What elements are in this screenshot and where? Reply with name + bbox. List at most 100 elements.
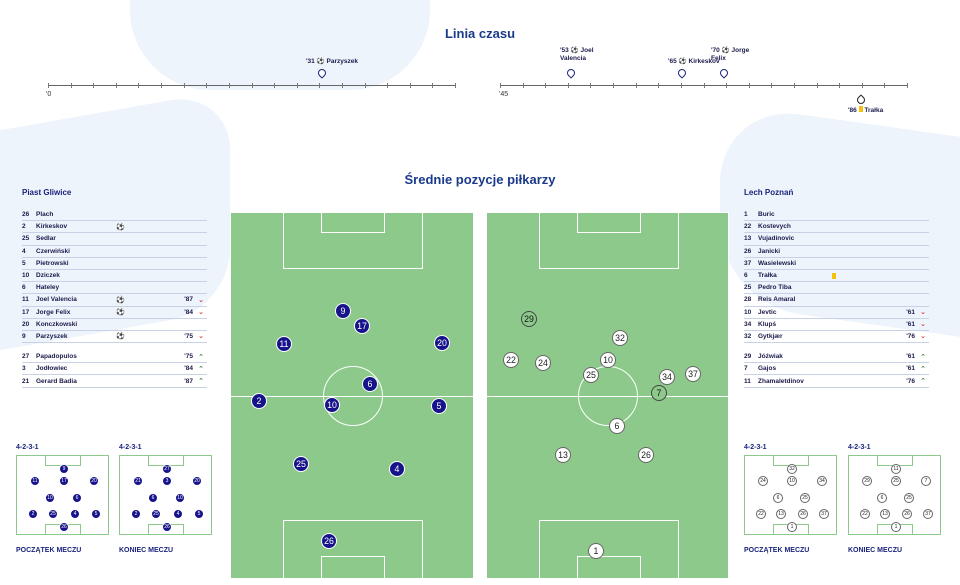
- timeline-tick: [522, 83, 524, 88]
- mini-player-marker: 10: [45, 493, 55, 503]
- player-number: 2: [22, 223, 26, 231]
- roster-row[interactable]: 22 Kostevych: [744, 221, 929, 234]
- roster-row[interactable]: 32 Gytkjær '76 ⌄: [744, 331, 929, 344]
- player-marker[interactable]: 10: [600, 352, 616, 368]
- player-number: 6: [744, 272, 748, 280]
- goal-marker-icon[interactable]: [676, 67, 688, 79]
- roster-row[interactable]: 9 Parzyszek ⚽ '75 ⌄: [22, 331, 207, 344]
- player-number: 11: [22, 296, 29, 304]
- mini-player-marker: 11: [30, 476, 40, 486]
- player-marker[interactable]: 1: [588, 543, 604, 559]
- player-name: Jorge Felix: [36, 308, 71, 316]
- mini-player-marker: 20: [89, 476, 99, 486]
- player-marker[interactable]: 13: [555, 447, 571, 463]
- player-marker[interactable]: 37: [685, 366, 701, 382]
- player-marker[interactable]: 5: [431, 398, 447, 414]
- player-marker[interactable]: 7: [651, 385, 667, 401]
- mini-player-marker: 1: [891, 522, 901, 532]
- goal-marker-icon[interactable]: [718, 67, 730, 79]
- player-marker[interactable]: 11: [276, 336, 292, 352]
- mini-player-marker: 5: [91, 509, 101, 519]
- player-name: Zhamaletdinov: [758, 377, 804, 385]
- roster-row[interactable]: 17 Jorge Felix ⚽ '84 ⌄: [22, 307, 207, 319]
- roster-row[interactable]: 25 Sedlar: [22, 233, 207, 246]
- roster-row[interactable]: 25 Pedro Tiba: [744, 282, 929, 295]
- roster-row[interactable]: 11 Joel Valencia ⚽ '87 ⌄: [22, 294, 207, 307]
- timeline-tick: [161, 83, 163, 88]
- goal-marker-icon[interactable]: [565, 67, 577, 79]
- roster-row[interactable]: 26 Plach: [22, 209, 207, 222]
- sub-minute: '76: [906, 377, 915, 385]
- mini-player-marker: 1: [787, 522, 797, 532]
- roster-row[interactable]: 27 Papadopulos '75 ⌃: [22, 351, 207, 364]
- player-marker[interactable]: 24: [535, 355, 551, 371]
- roster-row[interactable]: 5 Pietrowski: [22, 258, 207, 270]
- roster-row[interactable]: 11 Zhamaletdinov '76 ⌃: [744, 375, 929, 388]
- timeline-tick: [48, 83, 49, 88]
- away-end-label: KONIEC MECZU: [848, 547, 903, 554]
- roster-row[interactable]: 37 Wasielewski: [744, 258, 929, 270]
- player-marker[interactable]: 26: [638, 447, 654, 463]
- roster-row[interactable]: 28 Reis Amaral: [744, 294, 929, 307]
- home-formation-start: 4-2-3-1: [16, 444, 39, 451]
- sub-in-icon: ⌃: [198, 353, 204, 361]
- sub-minute: '84: [184, 308, 193, 316]
- roster-row[interactable]: 6 Trałka: [744, 270, 929, 283]
- mini-player-marker: 29: [862, 476, 872, 486]
- player-name: Gerard Badia: [36, 377, 77, 385]
- roster-row[interactable]: 21 Gerard Badia '87 ⌃: [22, 375, 207, 388]
- card-marker-icon[interactable]: [855, 94, 867, 106]
- goal-marker-icon[interactable]: [316, 67, 328, 79]
- roster-row[interactable]: 10 Jevtic '61 ⌄: [744, 307, 929, 319]
- roster-row[interactable]: 20 Konczkowski: [22, 319, 207, 331]
- player-marker[interactable]: 26: [321, 533, 337, 549]
- roster-row[interactable]: 1 Buric: [744, 209, 929, 222]
- roster-row[interactable]: 2 Kirkeskov ⚽: [22, 221, 207, 234]
- timeline-tick: [771, 83, 773, 88]
- timeline-tick: [115, 83, 117, 88]
- player-number: 9: [22, 332, 26, 340]
- player-marker[interactable]: 25: [583, 367, 599, 383]
- mini-player-marker: 7: [921, 476, 931, 486]
- player-number: 6: [22, 284, 26, 292]
- roster-row[interactable]: 7 Gajos '61 ⌃: [744, 363, 929, 376]
- player-marker[interactable]: 20: [434, 335, 450, 351]
- sub-minute: '75: [184, 353, 193, 361]
- roster-row[interactable]: 34 Klupś '61 ⌄: [744, 319, 929, 331]
- player-marker[interactable]: 6: [362, 376, 378, 392]
- home-mini-start-pitch: 9 11 17 20 10 6 2 25 4 5 26: [16, 455, 109, 535]
- away-formation-end: 4-2-3-1: [848, 444, 871, 451]
- player-marker[interactable]: 9: [335, 303, 351, 319]
- mini-player-marker: 24: [758, 476, 768, 486]
- player-name: Janicki: [758, 247, 781, 255]
- player-marker[interactable]: 29: [521, 311, 537, 327]
- roster-row[interactable]: 3 Jodłowiec '84 ⌃: [22, 363, 207, 376]
- timeline-tick: [613, 83, 615, 88]
- player-marker[interactable]: 25: [293, 456, 309, 472]
- roster-row[interactable]: 26 Janicki: [744, 246, 929, 258]
- player-marker[interactable]: 2: [251, 393, 267, 409]
- mini-player-marker: 10: [787, 476, 797, 486]
- mini-player-marker: 37: [923, 509, 933, 519]
- roster-row[interactable]: 6 Hateley: [22, 282, 207, 295]
- timeline-tick: [726, 83, 728, 88]
- sub-in-icon: ⌃: [198, 365, 204, 373]
- timeline-tick: [70, 83, 72, 88]
- goal-icon: ⚽: [116, 296, 125, 304]
- roster-row[interactable]: 29 Jóźwiak '61 ⌃: [744, 351, 929, 364]
- player-number: 32: [744, 332, 752, 340]
- player-marker[interactable]: 32: [612, 330, 628, 346]
- player-marker[interactable]: 6: [609, 418, 625, 434]
- player-marker[interactable]: 34: [659, 369, 675, 385]
- roster-row[interactable]: 13 Vujadinovic: [744, 233, 929, 246]
- roster-row[interactable]: 10 Dziczek: [22, 270, 207, 283]
- player-marker[interactable]: 22: [503, 352, 519, 368]
- mini-player-marker: 21: [133, 476, 143, 486]
- player-marker[interactable]: 10: [324, 397, 340, 413]
- mini-player-marker: 20: [192, 476, 202, 486]
- player-marker[interactable]: 17: [354, 318, 370, 334]
- roster-row[interactable]: 4 Czerwiński: [22, 246, 207, 258]
- timeline-tick: [861, 83, 863, 88]
- player-marker[interactable]: 4: [389, 461, 405, 477]
- timeline-tick: [387, 83, 389, 88]
